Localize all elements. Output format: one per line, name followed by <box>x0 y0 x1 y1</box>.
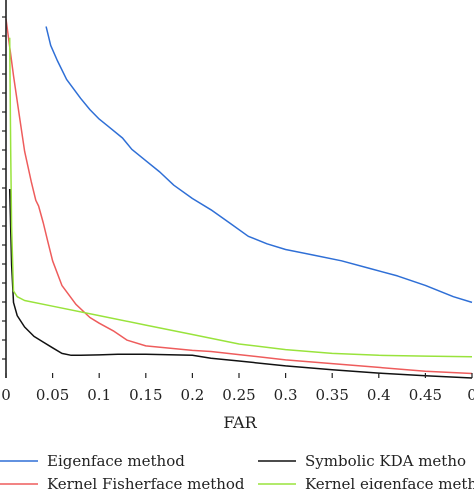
plot-area: 0 0.05 0.1 0.15 0.2 0.25 0.3 0.35 0.4 0.45 0 <box>1 0 474 404</box>
legend-label: Symbolic KDA metho <box>305 452 466 470</box>
series-layer <box>5 18 473 379</box>
series-line-2 <box>8 188 473 379</box>
legend-label: Kernel Fisherface method <box>47 475 245 489</box>
x-tick-label: 0.35 <box>315 386 348 404</box>
x-tick-label: 0.3 <box>274 386 298 404</box>
y-axis-ticks <box>2 16 6 360</box>
x-tick-label: 0.15 <box>129 386 162 404</box>
x-tick-label: 0.05 <box>36 386 69 404</box>
x-tick-label: 0 <box>1 386 11 404</box>
x-tick-label: 0.45 <box>409 386 442 404</box>
series-line-4 <box>8 37 473 358</box>
x-tick-label: 0.25 <box>222 386 255 404</box>
x-axis-ticks: 0 0.05 0.1 0.15 0.2 0.25 0.3 0.35 0.4 0.45 0 <box>1 373 474 404</box>
x-tick-label: 0.1 <box>87 386 111 404</box>
series-line-3 <box>5 18 473 375</box>
x-tick-label: 0 <box>467 386 474 404</box>
legend-label: Eigenface method <box>47 452 185 470</box>
x-tick-label: 0.4 <box>367 386 391 404</box>
x-axis-title: FAR <box>223 413 257 432</box>
series-line-1 <box>45 26 473 304</box>
legend-label: Kernel eigenface method <box>305 475 474 489</box>
legend: Eigenface method Symbolic KDA metho Kernel… <box>0 452 474 489</box>
x-tick-label: 0.2 <box>180 386 204 404</box>
